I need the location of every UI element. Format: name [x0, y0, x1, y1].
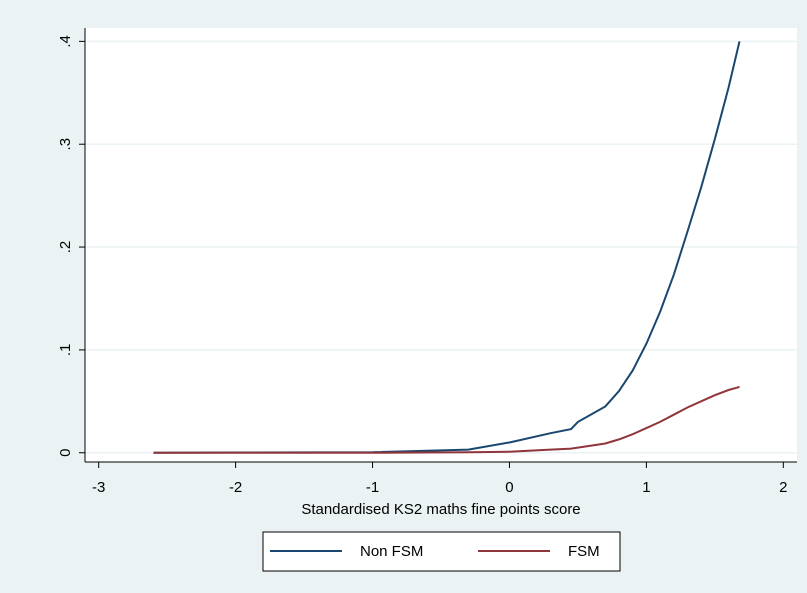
x-tick-label: -3: [92, 479, 105, 496]
y-tick-label: 0: [57, 449, 74, 457]
series-line: [153, 41, 741, 454]
y-tick-label: .1: [57, 344, 74, 357]
y-tick-label: .2: [57, 241, 74, 254]
series-line: [153, 385, 740, 454]
x-tick-label: -1: [366, 479, 379, 496]
x-tick-label: -2: [229, 479, 242, 496]
legend-label: FSM: [568, 543, 600, 560]
legend-label: Non FSM: [360, 543, 423, 560]
plot-area: [85, 28, 797, 462]
y-tick-label: .4: [57, 35, 74, 48]
x-tick-label: 1: [642, 479, 650, 496]
x-axis-title: Standardised KS2 maths fine points score: [301, 501, 580, 518]
y-tick-label: .3: [57, 138, 74, 151]
x-tick-label: 0: [505, 479, 513, 496]
x-tick-label: 2: [779, 479, 787, 496]
